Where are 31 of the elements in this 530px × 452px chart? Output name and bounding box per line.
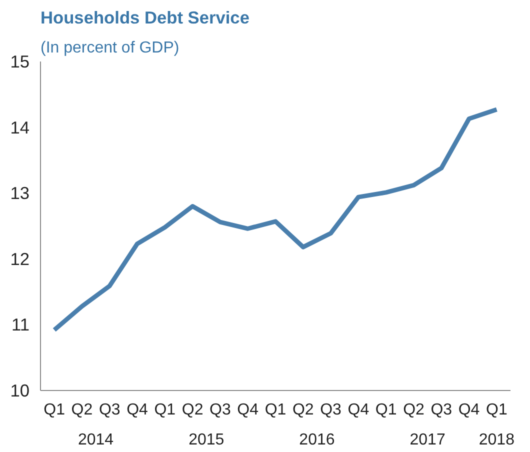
- x-tick-label: Q1: [486, 402, 508, 418]
- y-tick-label: 14: [10, 117, 30, 138]
- x-tick-label: Q2: [71, 402, 93, 418]
- x-tick-label: Q4: [237, 402, 259, 418]
- text: 2016: [299, 432, 335, 448]
- x-tick-label: Q4: [458, 402, 480, 418]
- y-tick-label: 11: [12, 314, 30, 335]
- y-tick-label: 12: [10, 248, 30, 269]
- x-tick-label: Q1: [375, 402, 397, 418]
- x-tick-label: Q2: [182, 402, 204, 418]
- chart-title: Households Debt Service: [40, 8, 250, 28]
- x-tick-label: Q3: [320, 402, 342, 418]
- x-tick-label: Q4: [126, 402, 148, 418]
- line-series: [52, 107, 499, 332]
- x-tick-label: Q4: [348, 402, 370, 418]
- text: 2017: [410, 432, 446, 448]
- x-tick-label: Q2: [403, 402, 425, 418]
- x-tick-label: Q1: [264, 402, 286, 418]
- chart-subtitle: (In percent of GDP): [40, 40, 180, 56]
- x-tick-label: Q1: [154, 402, 176, 418]
- x-tick-label: Q3: [210, 402, 231, 418]
- text: 2018: [478, 432, 515, 448]
- x-tick-label: Q2: [292, 402, 314, 418]
- y-tick-label: 10: [10, 380, 30, 400]
- x-tick-label: Q3: [430, 402, 452, 418]
- text: 2014: [78, 432, 114, 448]
- y-tick-label: 13: [10, 183, 30, 204]
- y-tick-label: 15: [10, 52, 30, 72]
- x-tick-label: Q1: [44, 402, 66, 418]
- x-tick-label: Q3: [98, 402, 120, 418]
- text: 2015: [188, 432, 224, 448]
